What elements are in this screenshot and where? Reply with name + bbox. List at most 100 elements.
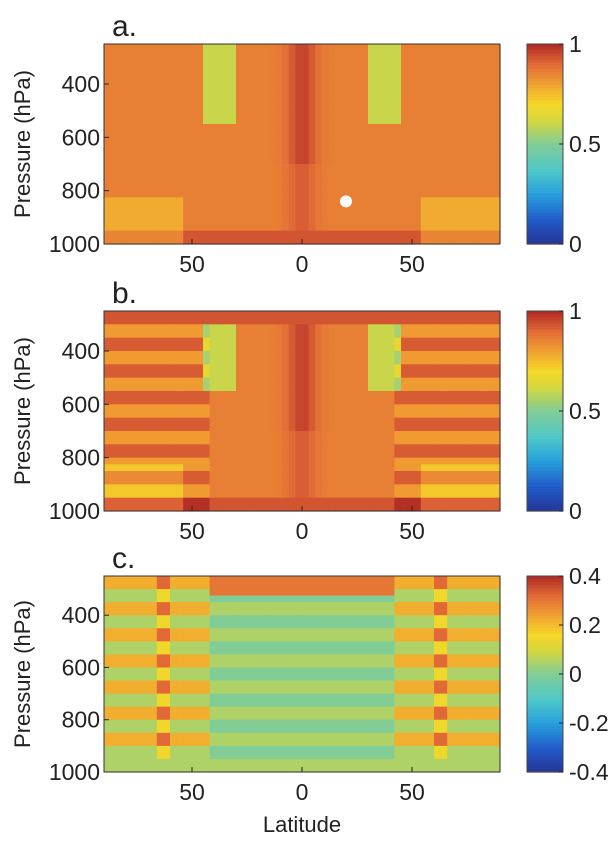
heatmap-cell	[414, 157, 422, 165]
heatmap-cell	[354, 230, 362, 238]
heatmap-cell	[123, 377, 131, 385]
heatmap-cell	[242, 464, 250, 472]
heatmap-cell	[302, 484, 310, 492]
heatmap-cell	[156, 437, 164, 445]
heatmap-cell	[110, 484, 118, 492]
heatmap-cell	[143, 595, 151, 603]
heatmap-cell	[236, 504, 244, 512]
heatmap-cell	[374, 144, 382, 152]
heatmap-cell	[130, 144, 138, 152]
heatmap-cell	[328, 739, 336, 747]
heatmap-cell	[203, 150, 211, 158]
heatmap-cell	[368, 144, 376, 152]
heatmap-cell	[216, 608, 224, 616]
heatmap-cell	[486, 157, 494, 165]
heatmap-cell	[137, 464, 145, 472]
heatmap-cell	[209, 417, 217, 425]
heatmap-cell	[434, 184, 442, 192]
heatmap-cell	[368, 424, 376, 432]
heatmap-cell	[486, 190, 494, 198]
heatmap-cell	[361, 464, 369, 472]
heatmap-cell	[262, 197, 270, 205]
heatmap-cell	[361, 602, 369, 610]
heatmap-cell	[480, 331, 488, 339]
heatmap-cell	[282, 576, 290, 584]
heatmap-cell	[104, 660, 112, 669]
heatmap-cell	[288, 130, 296, 138]
heatmap-cell	[295, 687, 303, 695]
heatmap-cell	[104, 351, 112, 359]
heatmap-cell	[209, 484, 217, 492]
heatmap-cell	[209, 184, 217, 192]
heatmap-cell	[262, 444, 270, 452]
heatmap-cell	[229, 237, 237, 245]
heatmap-cell	[493, 144, 501, 152]
heatmap-cell	[460, 364, 468, 372]
heatmap-cell	[434, 230, 442, 238]
heatmap-cell	[156, 170, 164, 178]
heatmap-cell	[341, 706, 349, 714]
heatmap-cell	[137, 77, 145, 85]
heatmap-cell	[321, 602, 329, 610]
heatmap-cell	[321, 391, 329, 399]
heatmap-cell	[183, 204, 191, 212]
heatmap-cell	[315, 674, 323, 682]
heatmap-cell	[236, 680, 244, 688]
heatmap-cell	[110, 417, 118, 425]
heatmap-cell	[104, 444, 112, 452]
heatmap-cell	[361, 660, 369, 669]
heatmap-cell	[196, 317, 204, 325]
heatmap-cell	[143, 608, 151, 616]
heatmap-cell	[123, 497, 131, 505]
heatmap-cell	[473, 230, 481, 238]
heatmap-cell	[269, 377, 277, 385]
colorbar-swatch	[527, 212, 563, 217]
heatmap-cell	[110, 504, 118, 512]
heatmap-cell	[110, 337, 118, 345]
heatmap-cell	[189, 595, 197, 603]
heatmap-cell	[335, 634, 343, 642]
heatmap-cell	[137, 344, 145, 352]
heatmap-cell	[354, 628, 362, 636]
heatmap-cell	[262, 311, 270, 319]
heatmap-cell	[209, 706, 217, 714]
heatmap-cell	[480, 170, 488, 178]
heatmap-cell	[183, 384, 191, 392]
heatmap-cell	[117, 660, 125, 669]
heatmap-cell	[414, 377, 422, 385]
heatmap-cell	[348, 337, 356, 345]
heatmap-cell	[407, 404, 415, 412]
heatmap-cell	[236, 424, 244, 432]
heatmap-cell	[209, 137, 217, 145]
heatmap-cell	[236, 608, 244, 616]
heatmap-cell	[104, 90, 112, 98]
heatmap-cell	[150, 204, 158, 212]
heatmap-cell	[216, 224, 224, 232]
heatmap-cell	[348, 647, 356, 655]
heatmap-cell	[216, 444, 224, 452]
heatmap-cell	[242, 726, 250, 734]
heatmap-cell	[288, 464, 296, 472]
heatmap-cell	[110, 384, 118, 392]
heatmap-cell	[170, 104, 178, 112]
heatmap-cell	[427, 384, 435, 392]
heatmap-cell	[236, 224, 244, 232]
heatmap-cell	[242, 680, 250, 688]
heatmap-cell	[110, 497, 118, 505]
heatmap-cell	[110, 311, 118, 319]
heatmap-cell	[242, 64, 250, 72]
heatmap-cell	[117, 77, 125, 85]
heatmap-cell	[176, 377, 184, 385]
heatmap-cell	[143, 726, 151, 734]
heatmap-cell	[117, 471, 125, 479]
heatmap-cell	[414, 210, 422, 218]
heatmap-cell	[321, 337, 329, 345]
heatmap-cell	[308, 464, 316, 472]
heatmap-cell	[341, 628, 349, 636]
heatmap-cell	[354, 184, 362, 192]
heatmap-cell	[255, 451, 263, 459]
heatmap-cell	[302, 230, 310, 238]
heatmap-cell	[275, 424, 283, 432]
heatmap-cell	[229, 144, 237, 152]
heatmap-cell	[203, 765, 211, 773]
